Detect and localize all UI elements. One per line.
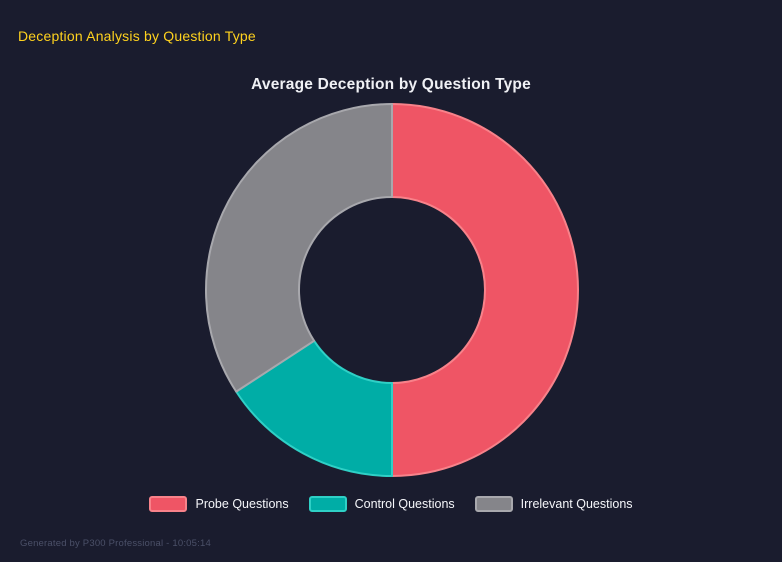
donut-segment-control-questions[interactable] xyxy=(235,339,393,477)
footer-text: Generated by P300 Professional - 10:05:1… xyxy=(20,538,211,549)
legend-label: Control Questions xyxy=(354,497,455,511)
legend-swatch-irrelevant xyxy=(474,496,513,512)
chart-legend: Probe Questions Control Questions Irrele… xyxy=(0,496,782,512)
legend-label: Probe Questions xyxy=(195,497,289,511)
legend-item-irrelevant-questions[interactable]: Irrelevant Questions xyxy=(474,496,633,512)
page-title: Deception Analysis by Question Type xyxy=(18,28,256,44)
donut-segment-irrelevant-questions[interactable] xyxy=(205,103,393,393)
legend-swatch-control xyxy=(308,496,347,512)
legend-label: Irrelevant Questions xyxy=(520,497,633,511)
legend-item-control-questions[interactable]: Control Questions xyxy=(308,496,455,512)
legend-item-probe-questions[interactable]: Probe Questions xyxy=(149,496,289,512)
chart-title: Average Deception by Question Type xyxy=(251,76,531,93)
donut-segment-probe-questions[interactable] xyxy=(391,103,579,477)
legend-swatch-probe xyxy=(149,496,188,512)
donut-chart[interactable] xyxy=(202,100,582,480)
